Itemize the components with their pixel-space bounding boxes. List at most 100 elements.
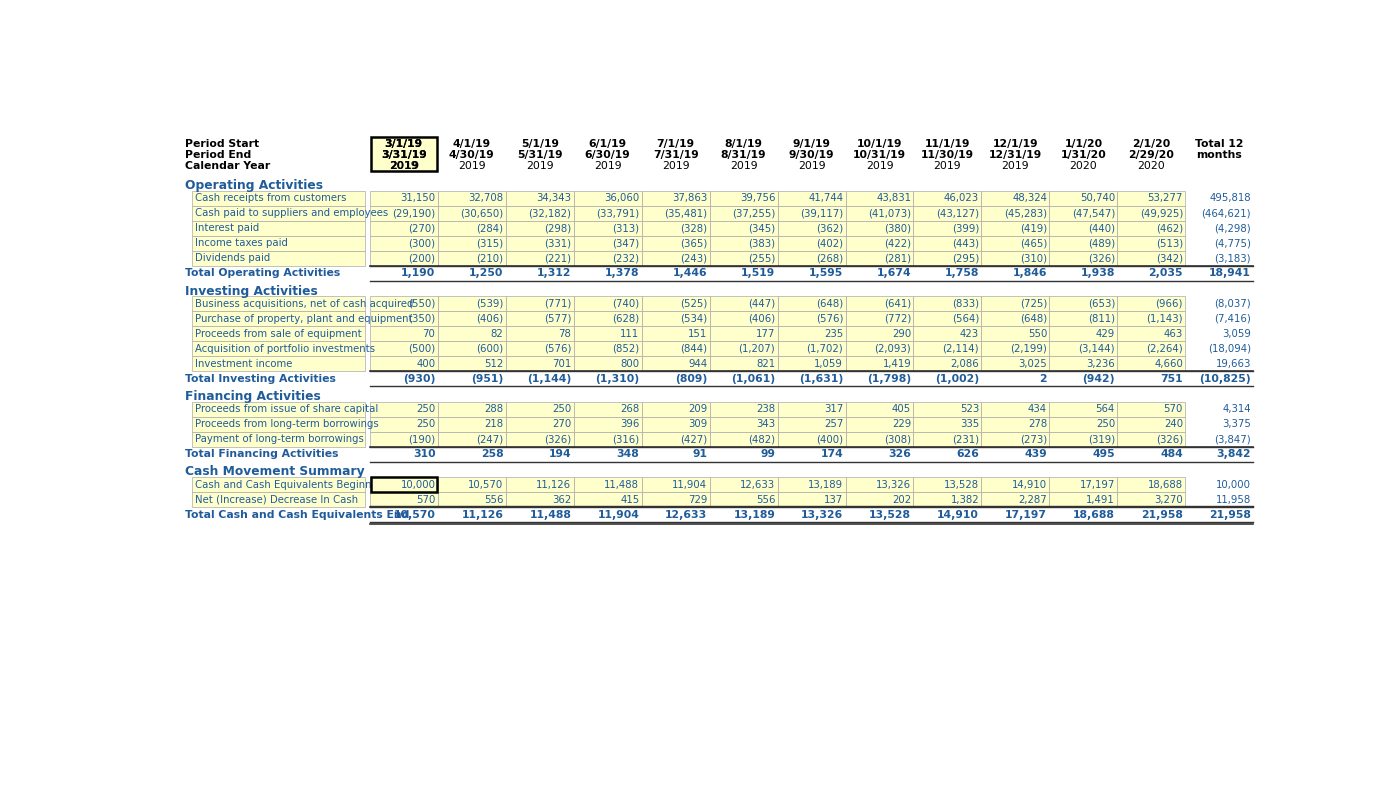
Text: 11,488: 11,488 [529,509,571,520]
Bar [505,432,574,446]
Bar [709,221,778,236]
Bar [1117,326,1185,341]
Text: 12/1/19: 12/1/19 [993,139,1039,149]
Text: 3/1/19: 3/1/19 [385,139,423,149]
Text: Cash receipts from customers: Cash receipts from customers [194,193,346,203]
Text: 556: 556 [484,494,504,505]
Text: (190): (190) [408,434,436,444]
Bar [574,311,642,326]
Bar [709,190,778,206]
Text: 821: 821 [757,358,775,369]
Text: 564: 564 [1096,404,1115,414]
Bar [642,206,709,221]
Bar [1050,341,1117,356]
Bar [1050,356,1117,371]
Text: 2019: 2019 [934,160,962,171]
Bar [709,477,778,492]
Text: (1,143): (1,143) [1146,314,1182,324]
Text: 13,326: 13,326 [877,479,912,490]
Text: (844): (844) [680,343,708,354]
Text: 2020: 2020 [1138,160,1166,171]
Text: 7/1/19: 7/1/19 [656,139,695,149]
Text: (326): (326) [1156,434,1182,444]
Text: 53,277: 53,277 [1148,193,1182,203]
Text: (966): (966) [1156,299,1182,309]
Text: (39,117): (39,117) [800,208,843,218]
Bar [846,492,913,507]
Bar [438,417,505,432]
Bar [505,402,574,417]
Text: 10,000: 10,000 [401,479,436,490]
Text: 13,189: 13,189 [808,479,843,490]
Text: 3,270: 3,270 [1154,494,1182,505]
Text: (3,183): (3,183) [1215,253,1251,263]
Bar [1117,206,1185,221]
Text: 21,958: 21,958 [1141,509,1182,520]
Bar [1050,236,1117,251]
Bar [370,251,438,266]
Text: (422): (422) [884,238,912,248]
Text: (951): (951) [470,373,504,384]
Text: (930): (930) [403,373,436,384]
Text: 78: 78 [558,329,571,339]
Text: (4,775): (4,775) [1215,238,1251,248]
Bar [642,236,709,251]
Bar [370,402,438,417]
Text: (295): (295) [952,253,979,263]
Bar [778,492,846,507]
Text: 2/1/20: 2/1/20 [1132,139,1170,149]
Text: Total Financing Activities: Total Financing Activities [186,449,339,459]
Text: (7,416): (7,416) [1215,314,1251,324]
Text: 218: 218 [484,419,504,429]
Text: (406): (406) [748,314,775,324]
Bar [574,296,642,311]
Bar [778,221,846,236]
Text: (399): (399) [952,223,979,233]
Text: 3,375: 3,375 [1222,419,1251,429]
Text: (3,144): (3,144) [1079,343,1115,354]
Bar [913,311,981,326]
Text: 317: 317 [824,404,843,414]
Bar [1050,492,1117,507]
Text: 362: 362 [551,494,571,505]
Text: Proceeds from long-term borrowings: Proceeds from long-term borrowings [194,419,378,429]
Bar [709,492,778,507]
Bar [438,206,505,221]
Bar [846,221,913,236]
Text: (4,298): (4,298) [1215,223,1251,233]
Bar [438,236,505,251]
Bar [505,326,574,341]
Bar [846,356,913,371]
Text: (2,114): (2,114) [942,343,979,354]
Text: 70: 70 [423,329,436,339]
Text: 11,904: 11,904 [597,509,639,520]
Text: 570: 570 [416,494,436,505]
Text: (315): (315) [476,238,504,248]
Text: (447): (447) [748,299,775,309]
Bar [370,417,438,432]
Text: 31,150: 31,150 [401,193,436,203]
Bar [913,326,981,341]
Bar [191,206,366,221]
Text: 257: 257 [824,419,843,429]
Bar [1050,190,1117,206]
Bar [370,477,438,492]
Bar [913,296,981,311]
Text: (2,093): (2,093) [874,343,912,354]
Bar [981,221,1050,236]
Text: 174: 174 [821,449,843,459]
Text: months: months [1196,150,1242,160]
Text: (232): (232) [613,253,639,263]
Text: 17,197: 17,197 [1005,509,1047,520]
Text: 19,663: 19,663 [1216,358,1251,369]
Text: 8/31/19: 8/31/19 [720,150,766,160]
Text: (350): (350) [408,314,436,324]
Text: 2019: 2019 [593,160,621,171]
Text: 2019: 2019 [388,160,419,171]
Bar [778,296,846,311]
Text: 18,688: 18,688 [1074,509,1115,520]
Bar [191,251,366,266]
Bar [438,432,505,446]
Text: (30,650): (30,650) [461,208,504,218]
Bar [574,341,642,356]
